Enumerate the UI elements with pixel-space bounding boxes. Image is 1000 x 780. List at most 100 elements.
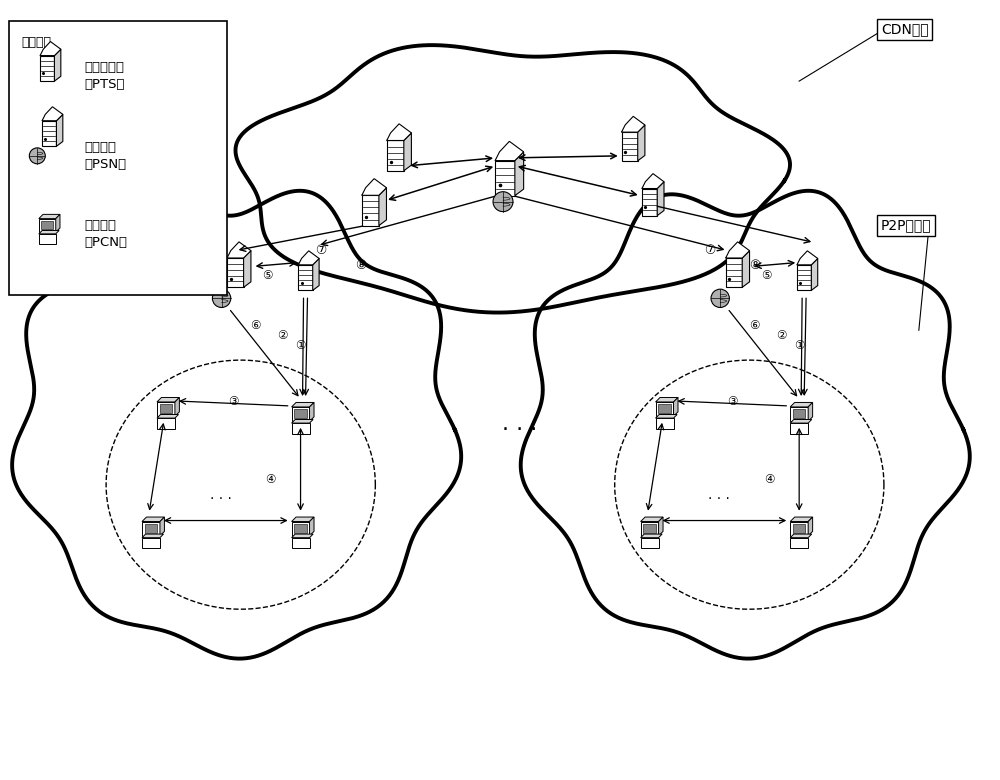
- Text: ①: ①: [295, 339, 306, 352]
- Polygon shape: [808, 402, 813, 421]
- Polygon shape: [790, 420, 812, 423]
- Text: ④: ④: [764, 473, 775, 486]
- Text: ⑥: ⑥: [749, 319, 760, 332]
- Text: ⑤: ⑤: [761, 269, 772, 282]
- Polygon shape: [495, 161, 515, 196]
- Circle shape: [29, 148, 45, 164]
- Polygon shape: [39, 215, 60, 218]
- Polygon shape: [313, 258, 319, 290]
- Polygon shape: [40, 49, 61, 55]
- Bar: [145, 523, 157, 533]
- Polygon shape: [157, 398, 179, 402]
- Polygon shape: [641, 534, 662, 537]
- Text: ⑦: ⑦: [704, 244, 715, 257]
- Polygon shape: [726, 242, 750, 258]
- Polygon shape: [298, 251, 319, 265]
- Polygon shape: [292, 534, 313, 537]
- Polygon shape: [244, 250, 251, 287]
- Polygon shape: [790, 534, 812, 537]
- Polygon shape: [292, 402, 314, 407]
- Bar: [41, 221, 53, 229]
- Polygon shape: [362, 195, 379, 225]
- Polygon shape: [42, 121, 56, 147]
- Text: · · ·: · · ·: [502, 420, 538, 440]
- Polygon shape: [641, 537, 659, 548]
- Polygon shape: [54, 49, 61, 81]
- Polygon shape: [387, 133, 411, 140]
- Text: ⑧: ⑧: [749, 259, 760, 272]
- Text: ⑤: ⑤: [262, 269, 273, 282]
- Circle shape: [711, 289, 729, 307]
- Text: ②: ②: [776, 328, 786, 342]
- Polygon shape: [40, 41, 61, 55]
- Polygon shape: [656, 414, 677, 418]
- Polygon shape: [142, 522, 160, 536]
- Text: . . .: . . .: [210, 488, 232, 502]
- Polygon shape: [811, 258, 818, 290]
- Polygon shape: [641, 517, 663, 522]
- Text: ④: ④: [265, 473, 276, 486]
- Polygon shape: [227, 242, 251, 258]
- Polygon shape: [157, 402, 175, 417]
- Bar: [9, 21, 227, 296]
- Polygon shape: [790, 402, 813, 407]
- Polygon shape: [142, 534, 164, 537]
- Text: 普通用户
（PCN）: 普通用户 （PCN）: [84, 218, 127, 249]
- Polygon shape: [175, 398, 179, 417]
- Text: ⑧: ⑧: [355, 259, 366, 272]
- Polygon shape: [39, 234, 56, 244]
- Bar: [160, 404, 172, 413]
- Text: CDN网络: CDN网络: [881, 23, 929, 37]
- Polygon shape: [387, 124, 411, 140]
- Polygon shape: [310, 402, 314, 421]
- Polygon shape: [797, 251, 818, 265]
- Polygon shape: [142, 537, 160, 548]
- Polygon shape: [160, 517, 164, 536]
- Polygon shape: [642, 174, 664, 189]
- Polygon shape: [157, 418, 175, 429]
- Polygon shape: [292, 522, 310, 536]
- Text: . . .: . . .: [708, 488, 730, 502]
- Polygon shape: [404, 133, 411, 171]
- Polygon shape: [797, 265, 811, 290]
- Polygon shape: [42, 107, 63, 121]
- Polygon shape: [790, 423, 808, 434]
- Polygon shape: [622, 116, 645, 132]
- Polygon shape: [298, 265, 313, 290]
- Polygon shape: [39, 230, 59, 234]
- Bar: [643, 523, 656, 533]
- Polygon shape: [142, 517, 164, 522]
- Polygon shape: [521, 191, 970, 658]
- Polygon shape: [227, 258, 244, 287]
- Polygon shape: [362, 188, 386, 195]
- Polygon shape: [42, 115, 63, 121]
- Polygon shape: [656, 398, 678, 402]
- Text: ②: ②: [277, 328, 288, 342]
- Bar: [658, 404, 671, 413]
- Polygon shape: [622, 125, 645, 132]
- Polygon shape: [235, 45, 790, 313]
- Polygon shape: [12, 191, 461, 658]
- Polygon shape: [515, 152, 524, 196]
- Polygon shape: [657, 182, 664, 215]
- Text: 索引服务器
（PTS）: 索引服务器 （PTS）: [84, 61, 125, 91]
- Polygon shape: [292, 517, 314, 522]
- Polygon shape: [656, 418, 674, 429]
- Polygon shape: [726, 250, 750, 258]
- Bar: [294, 409, 307, 418]
- Polygon shape: [362, 179, 386, 195]
- Bar: [793, 409, 805, 418]
- Polygon shape: [495, 141, 524, 161]
- Polygon shape: [387, 140, 404, 171]
- Polygon shape: [292, 420, 313, 423]
- Polygon shape: [642, 189, 657, 215]
- Text: 部分图例: 部分图例: [21, 36, 51, 49]
- Polygon shape: [40, 55, 54, 81]
- Polygon shape: [495, 152, 524, 161]
- Text: ①: ①: [794, 339, 804, 352]
- Polygon shape: [790, 537, 808, 548]
- Bar: [294, 523, 307, 533]
- Polygon shape: [298, 258, 319, 265]
- Polygon shape: [790, 522, 808, 536]
- Polygon shape: [726, 258, 742, 287]
